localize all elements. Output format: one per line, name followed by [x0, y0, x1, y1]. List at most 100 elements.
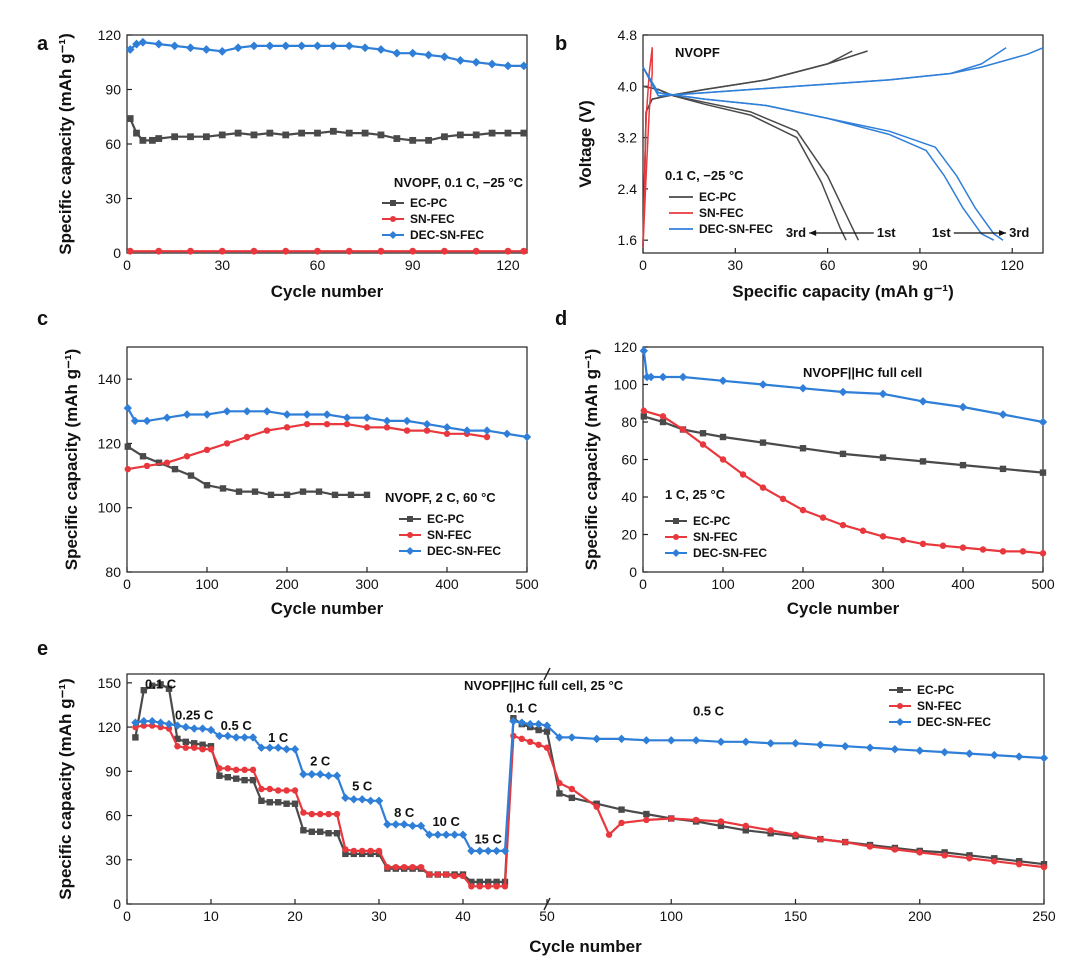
data-point-sn-fec	[476, 883, 483, 890]
data-point-ec-pc	[299, 488, 307, 495]
x-axis-title: Cycle number	[529, 937, 642, 956]
data-point-dec-sn-fec	[315, 770, 325, 779]
data-point-ec-pc	[799, 445, 807, 452]
data-point-sn-fec	[426, 871, 433, 878]
y-tick-label: 120	[614, 339, 638, 355]
data-point-dec-sn-fec	[816, 740, 825, 749]
legend-label-ec-pc: EC-PC	[693, 514, 731, 528]
data-point-sn-fec	[409, 247, 417, 255]
x-tick-label: 500	[515, 576, 539, 592]
data-point-ec-pc	[126, 115, 134, 122]
data-point-ec-pc	[250, 131, 258, 139]
data-point-sn-fec	[358, 847, 366, 855]
x-tick-label: 100	[711, 576, 735, 592]
data-point-dec-sn-fec	[281, 41, 291, 51]
rate-label: 0.25 C	[175, 708, 214, 723]
data-point-dec-sn-fec	[125, 45, 135, 54]
data-point-ec-pc	[216, 772, 223, 779]
arrow-head-icon	[999, 230, 1007, 236]
data-point-sn-fec	[739, 471, 747, 478]
data-point-sn-fec	[679, 426, 687, 433]
data-point-sn-fec	[241, 766, 248, 774]
data-point-ec-pc	[203, 482, 211, 489]
data-point-ec-pc	[347, 491, 355, 499]
x-tick-label: 200	[791, 576, 815, 592]
data-point-ec-pc	[556, 790, 563, 797]
data-point-sn-fec	[249, 766, 257, 774]
data-point-ec-pc	[165, 685, 173, 692]
cell-annotation: NVOPF||HC full cell	[803, 365, 922, 380]
data-point-dec-sn-fec	[132, 39, 141, 49]
data-point-sn-fec	[504, 247, 512, 255]
data-point-sn-fec	[891, 846, 899, 853]
data-point-sn-fec	[468, 883, 475, 890]
data-point-ec-pc	[157, 681, 164, 688]
data-point-dec-sn-fec	[162, 413, 172, 422]
y-tick-label: 120	[98, 27, 122, 43]
data-point-sn-fec	[258, 785, 265, 793]
data-point-dec-sn-fec	[500, 846, 510, 856]
data-point-dec-sn-fec	[123, 403, 132, 413]
data-point-ec-pc	[218, 131, 226, 139]
data-point-ec-pc	[345, 129, 353, 137]
y-tick-label: 4.8	[618, 27, 638, 43]
data-point-sn-fec	[283, 424, 291, 431]
data-point-sn-fec	[443, 430, 451, 437]
x-tick-label: 60	[820, 257, 836, 273]
data-point-dec-sn-fec	[182, 410, 192, 419]
data-point-sn-fec	[719, 456, 727, 463]
x-tick-label: 0	[123, 257, 131, 273]
data-point-sn-fec	[350, 847, 357, 855]
data-point-sn-fec	[392, 863, 399, 871]
data-point-dec-sn-fec	[242, 407, 252, 416]
y-tick-label: 30	[105, 191, 121, 207]
data-point-dec-sn-fec	[290, 744, 300, 754]
data-point-sn-fec	[1019, 548, 1027, 555]
data-point-ec-pc	[234, 129, 242, 137]
data-point-ec-pc	[643, 810, 650, 818]
data-point-dec-sn-fec	[442, 423, 452, 432]
data-point-ec-pc	[124, 443, 131, 450]
data-point-dec-sn-fec	[424, 50, 433, 60]
legend-label-dec-sn-fec: DEC-SN-FEC	[427, 544, 501, 558]
x-axis-title: Cycle number	[271, 282, 384, 301]
data-point-ec-pc	[148, 136, 156, 144]
data-point-dec-sn-fec	[766, 739, 775, 748]
data-point-ec-pc	[267, 491, 275, 499]
legend-label-dec-sn-fec: DEC-SN-FEC	[917, 715, 991, 729]
data-point-ec-pc	[618, 806, 625, 813]
series-line-ec-pc	[134, 683, 1045, 884]
data-point-sn-fec	[140, 722, 147, 729]
data-point-ec-pc	[155, 135, 163, 142]
data-point-sn-fec	[442, 871, 450, 878]
data-point-dec-sn-fec	[1038, 417, 1048, 427]
cycle-label: 3rd	[786, 225, 806, 240]
data-point-sn-fec	[155, 247, 163, 255]
data-point-dec-sn-fec	[741, 737, 750, 747]
data-point-dec-sn-fec	[416, 821, 426, 831]
data-point-ec-pc	[258, 797, 265, 804]
data-point-ec-pc	[331, 491, 339, 499]
legend-marker-sn-fec	[897, 703, 903, 709]
y-axis-title: Specific capacity (mAh g⁻¹)	[56, 33, 75, 255]
data-point-sn-fec	[325, 810, 332, 818]
x-tick-label: 90	[405, 257, 421, 273]
data-point-dec-sn-fec	[322, 410, 332, 419]
data-point-dec-sn-fec	[678, 372, 688, 382]
data-point-sn-fec	[966, 855, 973, 862]
data-point-ec-pc	[493, 878, 500, 886]
voltage-curve-ec-pc	[642, 85, 847, 241]
data-point-dec-sn-fec	[639, 346, 648, 355]
data-point-dec-sn-fec	[958, 402, 968, 412]
legend-label-ec-pc: EC-PC	[699, 190, 737, 204]
data-point-dec-sn-fec	[716, 737, 726, 747]
data-point-ec-pc	[342, 850, 349, 858]
data-point-ec-pc	[456, 131, 464, 139]
data-point-dec-sn-fec	[940, 747, 949, 757]
cycle-label: 1st	[877, 225, 896, 240]
data-point-dec-sn-fec	[233, 43, 243, 53]
data-point-dec-sn-fec	[206, 725, 216, 735]
data-point-ec-pc	[224, 774, 231, 781]
data-point-sn-fec	[593, 803, 600, 810]
